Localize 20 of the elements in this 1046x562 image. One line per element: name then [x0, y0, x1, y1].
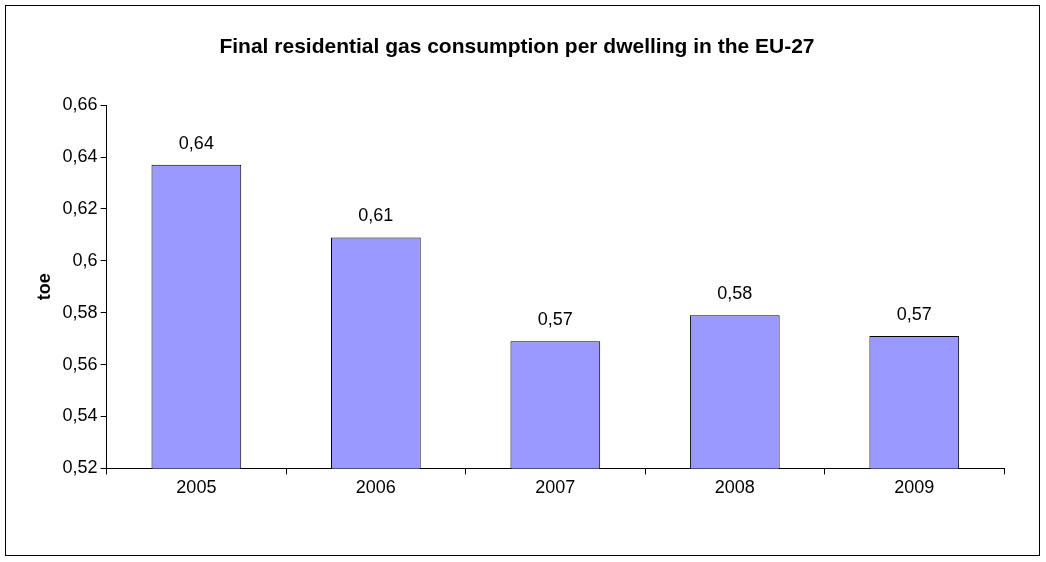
x-tick-label: 2008	[714, 477, 755, 498]
y-tick-label: 0,52	[62, 457, 98, 478]
y-tick-label: 0,54	[62, 405, 98, 426]
data-label: 0,64	[178, 132, 214, 153]
data-label: 0,61	[358, 205, 394, 226]
chart-title: Final residential gas consumption per dwelling in the EU-27	[219, 34, 815, 58]
y-tick-label: 0,58	[62, 301, 98, 322]
x-tick-label: 2007	[535, 477, 576, 498]
y-tick-label: 0,6	[72, 249, 98, 270]
data-label: 0,57	[537, 309, 573, 330]
y-tick-label: 0,62	[62, 197, 98, 218]
x-tick-label: 2005	[176, 477, 217, 498]
x-tick-label: 2009	[894, 477, 935, 498]
data-label: 0,57	[896, 304, 932, 325]
x-tick-label: 2006	[355, 477, 396, 498]
y-axis-title: toe	[33, 273, 54, 301]
y-tick-label: 0,56	[62, 353, 98, 374]
y-tick-label: 0,66	[62, 94, 98, 115]
y-tick-label: 0,64	[62, 146, 98, 167]
data-label: 0,58	[717, 283, 753, 304]
